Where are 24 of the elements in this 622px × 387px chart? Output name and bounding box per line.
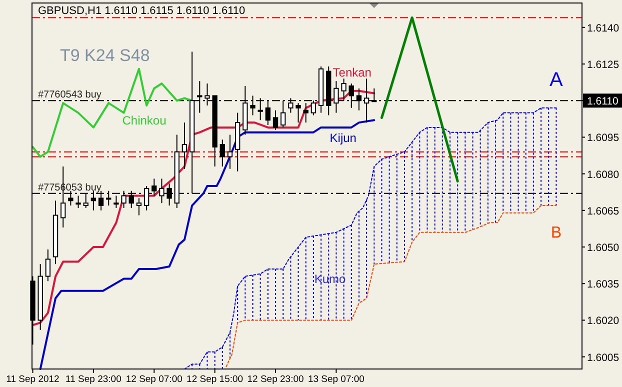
y-tick-label: 1.6020: [587, 315, 620, 328]
chart-title: GBPUSD,H1 1.6110 1.6115 1.6110 1.6110: [38, 5, 246, 17]
x-tick-label: 12 Sep 23:00: [247, 374, 304, 385]
annotation: T9 K24 S48: [60, 46, 150, 65]
y-tick-label: 1.6065: [587, 205, 620, 218]
y-tick-label: 1.6080: [587, 168, 620, 181]
series-label: B: [550, 224, 562, 242]
y-tick-label: 1.6035: [587, 278, 620, 291]
series-label: Tenkan: [332, 65, 372, 80]
series-label: A: [550, 68, 564, 91]
x-tick-label: 12 Sep 07:00: [126, 374, 182, 385]
y-tick-label: 1.6110: [587, 96, 618, 108]
y-tick-label: 1.6140: [587, 22, 620, 34]
y-tick-label: 1.6095: [587, 132, 620, 144]
y-tick-label: 1.6125: [587, 59, 620, 71]
x-tick-label: 11 Sep 2012: [6, 374, 60, 385]
x-tick-label: 13 Sep 07:00: [308, 374, 364, 385]
ref-line-label: #7760543 buy: [38, 90, 102, 101]
x-tick-label: 12 Sep 15:00: [186, 374, 244, 385]
y-tick-label: 1.6005: [587, 352, 620, 364]
series-label: Chinkou: [122, 114, 166, 128]
y-tick-label: 1.6050: [587, 242, 620, 254]
x-tick-label: 11 Sep 23:00: [66, 374, 122, 385]
series-label: Kijun: [330, 131, 356, 146]
